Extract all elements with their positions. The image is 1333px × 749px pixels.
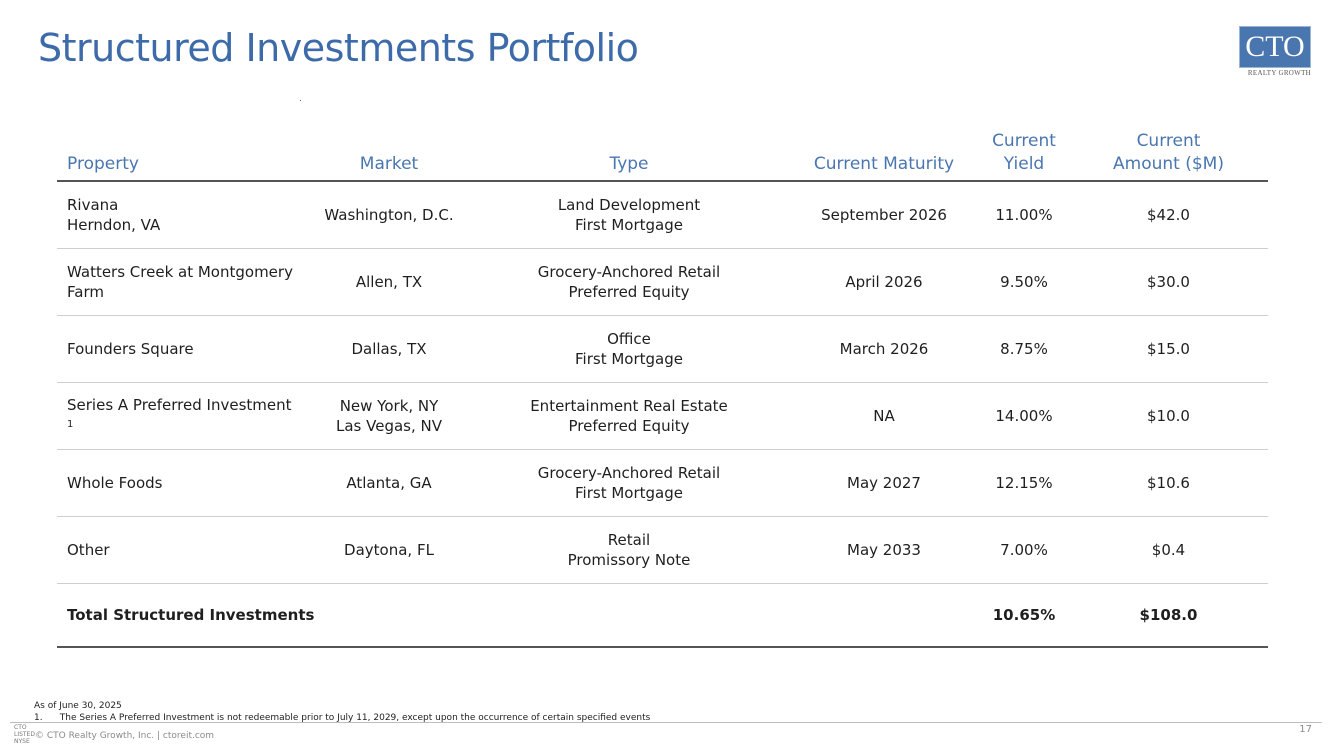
- header-yield-line1: Current: [992, 131, 1056, 151]
- cell-market: Daytona, FL: [309, 516, 469, 584]
- header-amount-line2: Amount ($M): [1113, 154, 1224, 174]
- table-row: Founders Square Dallas, TX Office First M…: [57, 315, 1268, 383]
- footer-divider: [10, 722, 1322, 723]
- table-header-row: Property Market Type Current Maturity Cu…: [57, 130, 1268, 182]
- header-amount-line1: Current: [1136, 131, 1201, 151]
- cell-maturity: May 2033: [789, 516, 979, 584]
- page-number: 17: [1299, 724, 1312, 735]
- property-line1: Series A Preferred Investment: [67, 395, 292, 414]
- cell-type: Grocery-Anchored Retail First Mortgage: [469, 449, 789, 517]
- cell-maturity: May 2027: [789, 449, 979, 517]
- cell-type: Land Development First Mortgage: [469, 181, 789, 249]
- cell-property: Founders Square: [57, 315, 309, 383]
- header-yield: Current Yield: [979, 130, 1069, 182]
- property-line1: Founders Square: [67, 340, 194, 358]
- table-row: Rivana Herndon, VA Washington, D.C. Land …: [57, 181, 1268, 249]
- table-row: Whole Foods Atlanta, GA Grocery-Anchored…: [57, 449, 1268, 517]
- header-maturity: Current Maturity: [789, 130, 979, 182]
- cell-amount: $30.0: [1069, 248, 1268, 316]
- company-logo: CTO REALTY GROWTH: [1239, 26, 1311, 78]
- footnotes: As of June 30, 2025 1. The Series A Pref…: [34, 700, 650, 724]
- cell-market: Dallas, TX: [309, 315, 469, 383]
- cell-maturity: March 2026: [789, 315, 979, 383]
- cell-maturity: September 2026: [789, 181, 979, 249]
- cell-amount: $10.6: [1069, 449, 1268, 517]
- cell-type: Grocery-Anchored Retail Preferred Equity: [469, 248, 789, 316]
- property-line1: Watters Creek at Montgomery: [67, 263, 293, 281]
- type-line2: Promissory Note: [567, 551, 691, 569]
- table-row: Series A Preferred Investment 1 New York…: [57, 382, 1268, 450]
- logo-subtitle: REALTY GROWTH: [1247, 69, 1311, 77]
- cell-property: Series A Preferred Investment 1: [57, 382, 309, 450]
- type-line2: First Mortgage: [575, 350, 683, 368]
- property-line1: Whole Foods: [67, 474, 163, 492]
- total-yield: 10.65%: [979, 583, 1069, 648]
- footnote-1: 1. The Series A Preferred Investment is …: [34, 713, 651, 723]
- cell-property: Other: [57, 516, 309, 584]
- cell-property: Whole Foods: [57, 449, 309, 517]
- logo-mark: CTO: [1239, 26, 1311, 68]
- table-row: Other Daytona, FL Retail Promissory Note …: [57, 516, 1268, 584]
- nyse-listed-logo: CTO LISTED NYSE: [14, 724, 35, 745]
- total-label: Total Structured Investments: [57, 583, 979, 648]
- property-line2: Herndon, VA: [67, 216, 161, 234]
- cell-market: Atlanta, GA: [309, 449, 469, 517]
- cell-yield: 8.75%: [979, 315, 1069, 383]
- market-line1: New York, NY: [339, 397, 439, 415]
- market-line1: Dallas, TX: [351, 340, 427, 358]
- market-line1: Daytona, FL: [344, 541, 434, 559]
- type-line2: First Mortgage: [575, 216, 683, 234]
- cell-yield: 9.50%: [979, 248, 1069, 316]
- cell-yield: 7.00%: [979, 516, 1069, 584]
- header-type: Type: [469, 130, 789, 182]
- cell-amount: $15.0: [1069, 315, 1268, 383]
- type-line2: Preferred Equity: [568, 417, 690, 435]
- cell-yield: 14.00%: [979, 382, 1069, 450]
- property-line1: Other: [67, 541, 110, 559]
- total-amount: $108.0: [1069, 583, 1268, 648]
- stray-dot: [300, 100, 301, 101]
- cell-property: Watters Creek at Montgomery Farm: [57, 248, 309, 316]
- total-row: Total Structured Investments 10.65% $108…: [57, 583, 1268, 648]
- cell-market: Washington, D.C.: [309, 181, 469, 249]
- cell-maturity: April 2026: [789, 248, 979, 316]
- cell-amount: $42.0: [1069, 181, 1268, 249]
- type-line1: Grocery-Anchored Retail: [537, 464, 721, 482]
- table-row: Watters Creek at Montgomery Farm Allen, T…: [57, 248, 1268, 316]
- header-yield-line2: Yield: [1003, 154, 1045, 174]
- header-property: Property: [57, 130, 309, 182]
- cell-type: Entertainment Real Estate Preferred Equit…: [469, 382, 789, 450]
- cell-yield: 12.15%: [979, 449, 1069, 517]
- footnote-marker: 1: [67, 418, 74, 430]
- header-amount: Current Amount ($M): [1069, 130, 1268, 182]
- type-line2: First Mortgage: [575, 484, 683, 502]
- type-line1: Grocery-Anchored Retail: [537, 263, 721, 281]
- cell-amount: $0.4: [1069, 516, 1268, 584]
- property-line2: Farm: [67, 283, 104, 301]
- header-market: Market: [309, 130, 469, 182]
- footer-copyright: © CTO Realty Growth, Inc. | ctoreit.com: [35, 731, 215, 741]
- type-line1: Entertainment Real Estate: [530, 397, 728, 415]
- cell-type: Office First Mortgage: [469, 315, 789, 383]
- cell-amount: $10.0: [1069, 382, 1268, 450]
- cell-market: New York, NY Las Vegas, NV: [309, 382, 469, 450]
- investments-table: Property Market Type Current Maturity Cu…: [57, 130, 1268, 648]
- type-line1: Land Development: [557, 196, 701, 214]
- type-line1: Office: [607, 330, 651, 348]
- page-title: Structured Investments Portfolio: [38, 26, 639, 70]
- cell-property: Rivana Herndon, VA: [57, 181, 309, 249]
- property-line1: Rivana: [67, 196, 119, 214]
- market-line2: Las Vegas, NV: [335, 417, 442, 435]
- cell-maturity: NA: [789, 382, 979, 450]
- as-of-date: As of June 30, 2025: [34, 701, 122, 711]
- type-line1: Retail: [607, 531, 651, 549]
- cell-yield: 11.00%: [979, 181, 1069, 249]
- market-line1: Atlanta, GA: [346, 474, 432, 492]
- cell-market: Allen, TX: [309, 248, 469, 316]
- market-line1: Washington, D.C.: [324, 206, 454, 224]
- cell-type: Retail Promissory Note: [469, 516, 789, 584]
- type-line2: Preferred Equity: [568, 283, 690, 301]
- market-line1: Allen, TX: [355, 273, 423, 291]
